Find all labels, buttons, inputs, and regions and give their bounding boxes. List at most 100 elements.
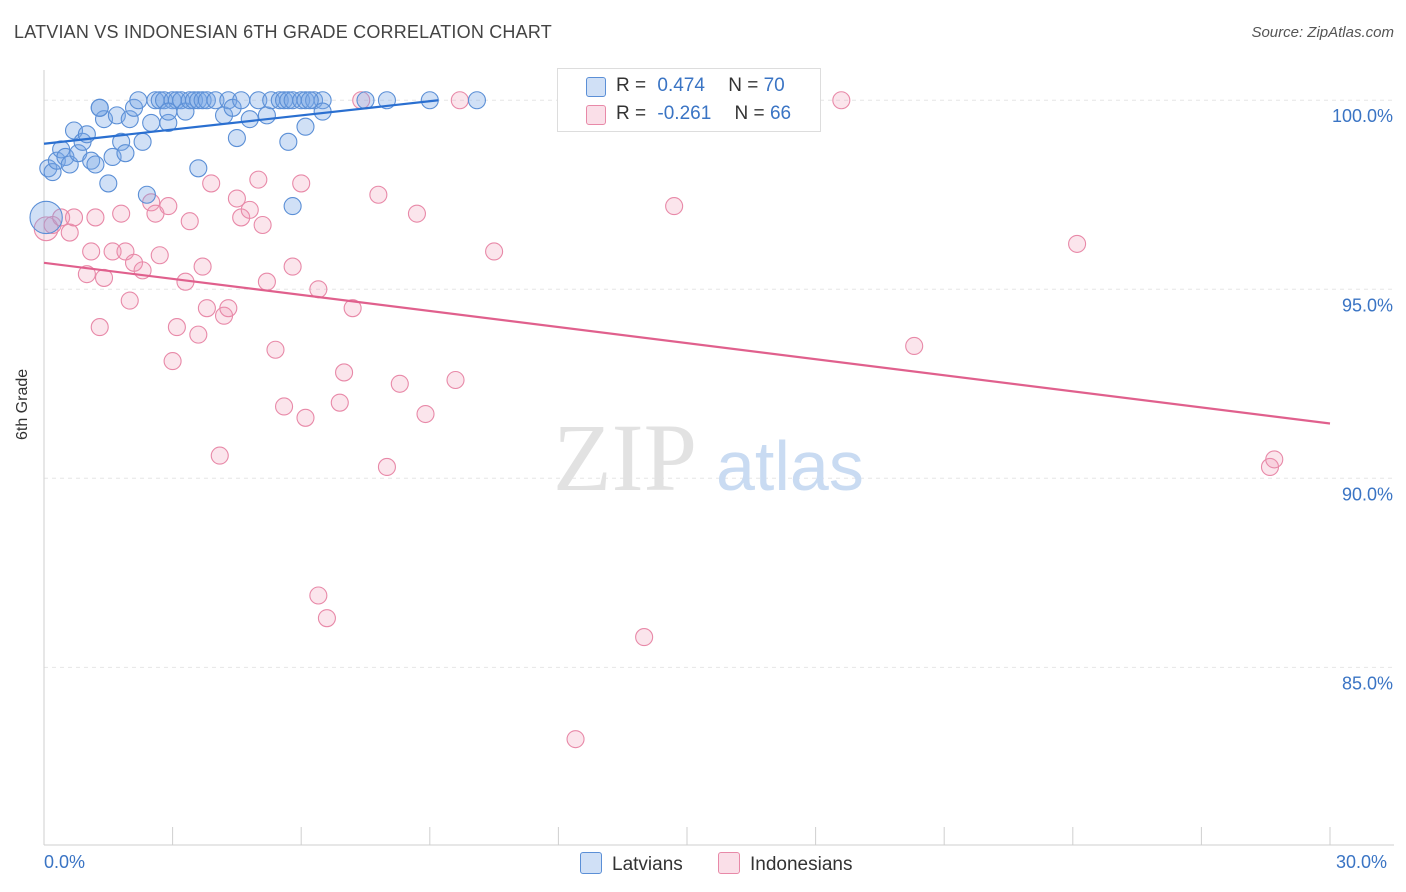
legend-indonesians-label: Indonesians <box>750 854 853 875</box>
latvian-point <box>120 110 139 129</box>
y-tick-label: 95.0% <box>1342 295 1393 315</box>
latvian-point <box>90 98 109 117</box>
legend-latvians-label: Latvians <box>612 854 683 875</box>
source-label: Source: ZipAtlas.com <box>1251 24 1394 41</box>
latvian-n-label: N = <box>728 75 759 96</box>
indonesian-point <box>257 272 276 291</box>
indonesian-point <box>120 291 139 310</box>
latvian-r-value: 0.474 <box>657 75 705 96</box>
indonesian-point <box>283 257 302 276</box>
latvian-point <box>86 155 105 174</box>
indonesian-point <box>159 197 178 216</box>
indonesian-r-value: -0.261 <box>657 103 712 124</box>
axes <box>43 70 1394 846</box>
latvian-point <box>240 110 259 129</box>
latvian-point <box>137 185 156 204</box>
chart-title: LATVIAN VS INDONESIAN 6TH GRADE CORRELAT… <box>14 22 552 42</box>
indonesian-point <box>335 363 354 382</box>
indonesian-point <box>82 242 101 261</box>
indonesian-point <box>905 336 924 356</box>
latvian-point <box>99 174 118 193</box>
latvian-point <box>129 91 148 110</box>
watermark-atlas: atlas <box>716 427 864 505</box>
watermark-zip: ZIP <box>553 404 697 511</box>
indonesian-point <box>296 408 315 427</box>
indonesian-point <box>309 586 328 605</box>
indonesian-n-label: N = <box>734 103 765 124</box>
indonesian-point <box>1068 234 1087 253</box>
correlation-legend: R = 0.474 N = 70 R = -0.261 N = 66 <box>557 68 821 132</box>
indonesian-point <box>189 325 208 344</box>
y-tick-label: 85.0% <box>1342 673 1393 693</box>
indonesian-trend-line <box>43 261 1331 425</box>
indonesian-point <box>52 208 71 227</box>
latvian-point <box>257 106 276 125</box>
indonesian-point <box>64 208 84 227</box>
indonesian-legend-swatch <box>586 105 606 125</box>
indonesian-point <box>202 174 221 193</box>
legend-latvians: Latvians <box>580 852 683 876</box>
latvian-point <box>193 91 212 110</box>
latvian-point <box>232 91 251 110</box>
indonesian-point <box>407 204 426 223</box>
latvian-legend-row: R = 0.474 N = 70 <box>616 75 785 97</box>
latvian-legend-swatch <box>586 77 606 97</box>
indonesian-point <box>317 609 336 628</box>
latvian-trend-line <box>43 99 439 145</box>
latvian-r-label: R = <box>616 75 647 96</box>
latvian-point <box>279 132 298 151</box>
indonesian-point <box>635 628 654 647</box>
latvian-point <box>356 91 375 110</box>
indonesian-point <box>60 223 79 242</box>
latvian-point <box>467 91 487 110</box>
indonesian-point <box>77 265 96 284</box>
indonesian-point <box>377 457 396 477</box>
indonesian-point <box>163 352 182 371</box>
indonesian-point <box>150 246 169 265</box>
indonesian-point <box>309 280 328 299</box>
indonesian-point <box>832 91 851 110</box>
indonesian-point <box>369 185 388 204</box>
indonesian-point <box>566 730 585 749</box>
indonesian-point <box>343 299 362 318</box>
indonesian-point <box>275 397 294 416</box>
latvian-point <box>159 102 178 121</box>
indonesian-point <box>103 242 122 261</box>
latvian-point <box>296 117 315 136</box>
indonesian-point <box>90 318 109 337</box>
indonesian-point <box>240 200 259 219</box>
latvian-point <box>249 91 268 110</box>
indonesian-point <box>330 393 349 412</box>
y-tick-labels: 85.0% 90.0% 95.0% 100.0% <box>1332 106 1393 693</box>
latvian-point <box>112 132 131 151</box>
indonesian-point <box>219 299 238 318</box>
latvian-point <box>206 91 225 110</box>
indonesian-point <box>292 174 311 193</box>
latvian-point <box>227 128 246 148</box>
indonesian-point <box>193 257 212 276</box>
gridlines <box>44 99 1394 668</box>
indonesian-point <box>180 212 199 231</box>
indonesian-r-label: R = <box>616 103 647 124</box>
latvian-point <box>142 113 161 132</box>
indonesian-legend-row: R = -0.261 N = 66 <box>616 103 791 125</box>
indonesian-point <box>167 318 186 337</box>
indonesian-point <box>112 204 131 223</box>
indonesian-n-value: 66 <box>769 103 792 124</box>
latvian-point <box>43 163 62 182</box>
indonesian-point <box>249 170 268 189</box>
legend-indonesians-swatch <box>718 852 740 874</box>
latvian-n-value: 70 <box>763 75 785 96</box>
latvian-point <box>116 144 135 163</box>
indonesian-point <box>390 374 409 393</box>
indonesian-point <box>450 91 469 110</box>
y-tick-label: 90.0% <box>1342 484 1393 504</box>
legend-indonesians: Indonesians <box>718 852 852 876</box>
latvian-point <box>133 132 152 151</box>
indonesian-point <box>266 340 285 359</box>
indonesian-point <box>86 208 105 227</box>
indonesian-point <box>416 404 435 424</box>
latvian-point <box>283 197 302 216</box>
latvian-point <box>29 200 63 235</box>
indonesian-point <box>485 242 504 261</box>
